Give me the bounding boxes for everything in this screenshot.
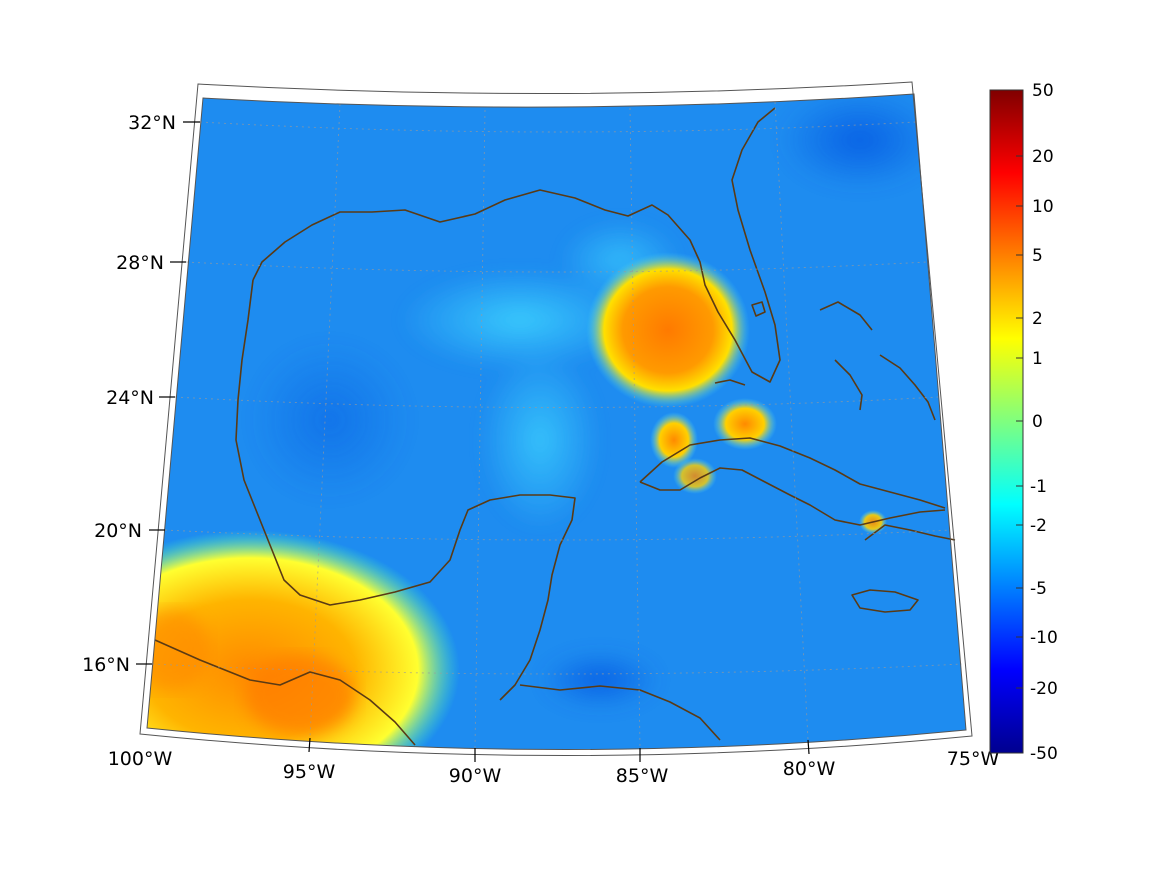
dark-north-east (780, 94, 940, 190)
cb-label-neg1: -1 (1030, 477, 1047, 497)
lon-gridline-90w (474, 109, 486, 749)
cb-label-2: 2 (1032, 309, 1043, 329)
coastlines (154, 107, 956, 746)
colorbar-ticks (1016, 89, 1023, 754)
lat-gridline-32n (199, 121, 917, 133)
lat-gridline-28n (185, 261, 928, 273)
warm-core-southwest (245, 655, 355, 735)
warm-anomaly-cuba-south (673, 458, 717, 494)
lon-label-80w: 80°W (783, 758, 836, 780)
lon-label-90w: 90°W (449, 765, 502, 787)
warm-core-west (147, 610, 210, 690)
cuba-line (639, 437, 946, 526)
central-america-line (154, 639, 416, 746)
cb-label-neg20: -20 (1030, 679, 1058, 699)
colorbar: 50 20 10 5 2 1 0 -1 -2 -5 -10 -20 -50 (989, 81, 1058, 764)
axis-ticks (136, 121, 810, 762)
map-field (147, 94, 966, 750)
lon-label-75w: 75°W (947, 748, 1000, 770)
cb-label-20: 20 (1032, 147, 1054, 167)
frame-inner (146, 93, 967, 751)
cb-label-5: 5 (1032, 246, 1043, 266)
mexico-coast-line (235, 279, 576, 701)
dark-gulf-west (250, 340, 410, 500)
longitude-labels: 100°W 95°W 90°W 85°W 80°W 75°W (108, 748, 1000, 787)
warm-anomaly-cuba-north (713, 398, 777, 450)
cb-label-neg5: -5 (1030, 579, 1047, 599)
cb-label-neg2: -2 (1030, 516, 1047, 536)
lon-label-95w: 95°W (283, 761, 336, 783)
cb-label-50: 50 (1032, 81, 1054, 101)
lat-label-20n: 20°N (94, 520, 142, 542)
cb-label-0: 0 (1032, 412, 1043, 432)
colorbar-labels: 50 20 10 5 2 1 0 -1 -2 -5 -10 -20 -50 (1030, 81, 1058, 764)
cb-label-neg50: -50 (1030, 744, 1058, 764)
lon-gridline-80w (774, 101, 809, 741)
honduras-coast-line (519, 684, 721, 741)
lat-label-16n: 16°N (82, 654, 130, 676)
dark-yucatan (540, 650, 660, 710)
tick-80w (807, 739, 810, 755)
lon-label-85w: 85°W (616, 765, 669, 787)
cb-label-10: 10 (1032, 197, 1054, 217)
warm-anomaly-florida-shelf (586, 252, 750, 408)
map-frame (139, 81, 973, 757)
hispaniola-line (864, 524, 956, 541)
lat-label-24n: 24°N (106, 387, 154, 409)
jamaica-line (851, 589, 919, 613)
lat-label-32n: 32°N (128, 112, 176, 134)
florida-keys-line (714, 379, 746, 386)
cyan-band-south (480, 350, 600, 530)
tick-95w (308, 737, 311, 753)
lat-gridline-20n (164, 529, 951, 541)
latitude-labels: 32°N 28°N 24°N 20°N 16°N (82, 112, 176, 676)
cb-label-1: 1 (1032, 349, 1043, 369)
lake-okeechobee (751, 301, 766, 317)
cb-label-neg10: -10 (1030, 628, 1058, 648)
lon-label-100w: 100°W (108, 748, 173, 770)
warm-anomaly-cuba-west (650, 412, 698, 468)
lon-gridline-95w (309, 103, 341, 739)
lat-gridline-24n (174, 396, 939, 408)
gulf-coast-line (252, 107, 781, 383)
lat-label-28n: 28°N (116, 252, 164, 274)
warm-anomaly-southwest (147, 530, 460, 750)
frame-outer (139, 81, 973, 757)
graticule (151, 101, 963, 749)
cyan-band-central (400, 270, 640, 370)
bahamas-line (819, 301, 936, 421)
